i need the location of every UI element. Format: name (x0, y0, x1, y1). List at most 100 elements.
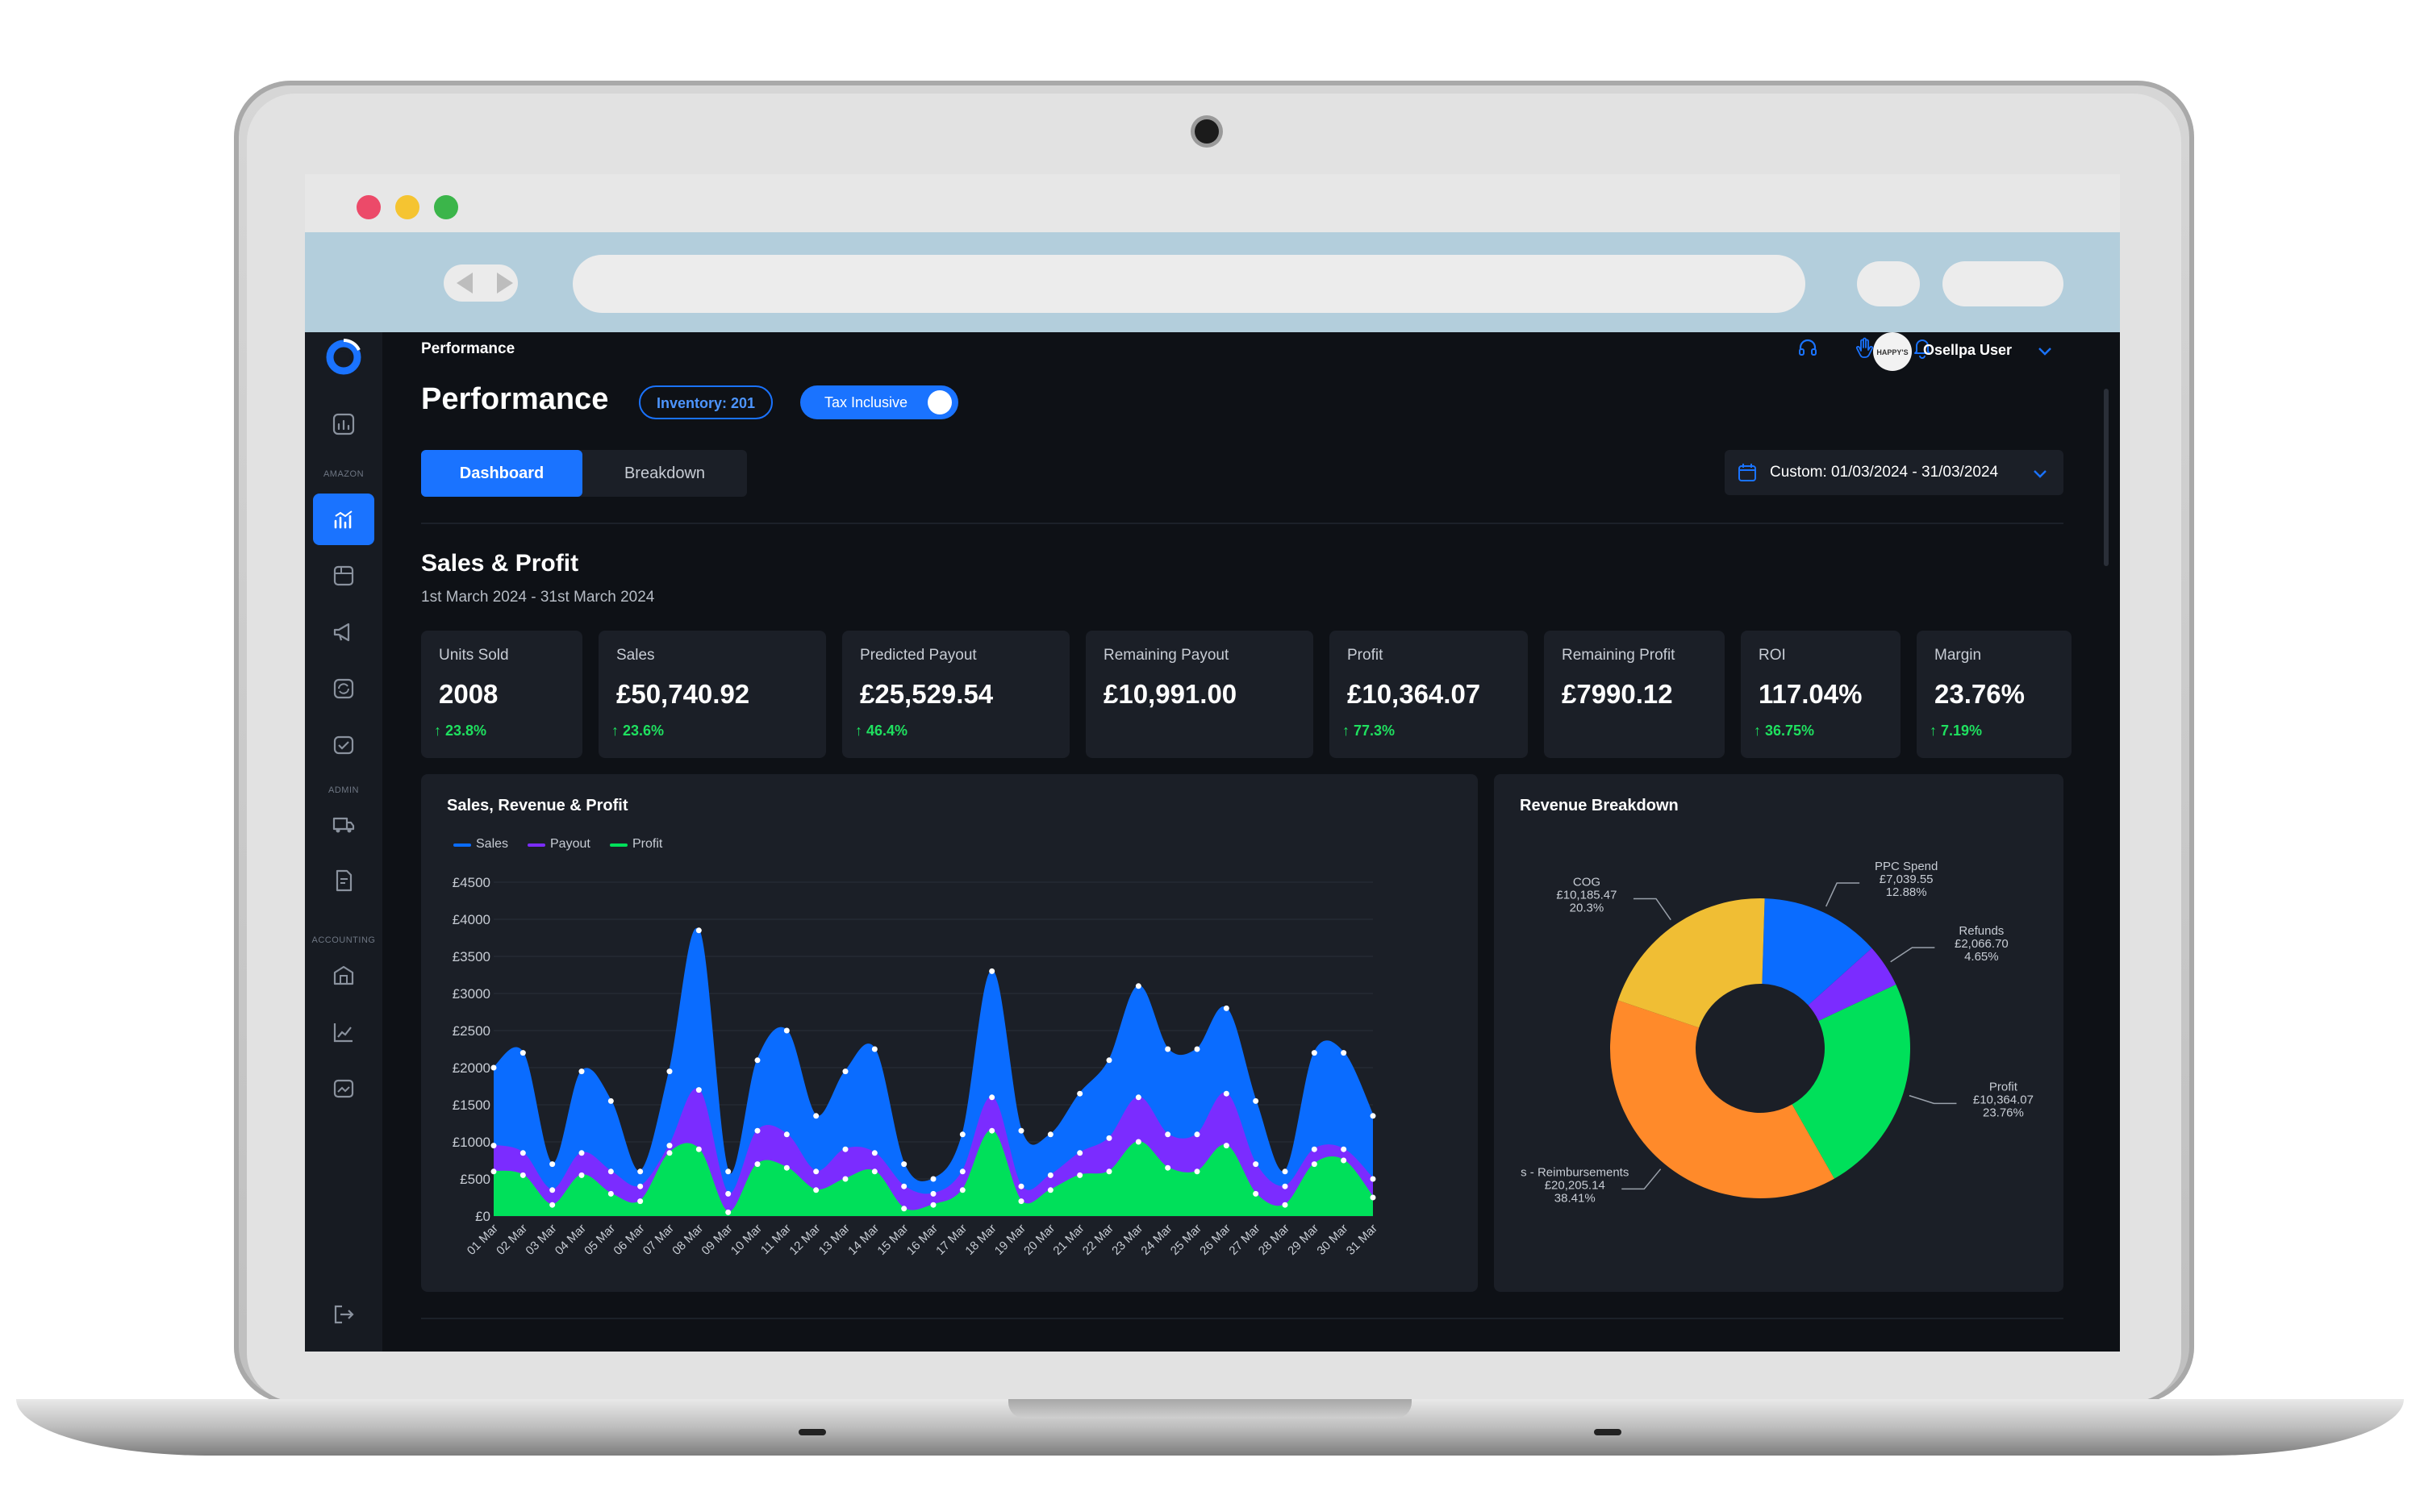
donut-slice[interactable] (1792, 984, 1910, 1179)
data-point[interactable] (842, 1176, 849, 1182)
user-name[interactable]: Osellpa User (1923, 342, 2013, 358)
data-point[interactable] (989, 968, 995, 974)
data-point[interactable] (1370, 1194, 1376, 1201)
data-point[interactable] (666, 1143, 673, 1149)
minimize-window-button[interactable] (395, 195, 419, 219)
data-point[interactable] (1311, 1050, 1317, 1056)
data-point[interactable] (695, 927, 702, 934)
data-point[interactable] (1077, 1172, 1083, 1178)
data-point[interactable] (1018, 1198, 1024, 1205)
bank-icon[interactable] (329, 961, 358, 990)
browser-action-button[interactable] (1857, 261, 1920, 306)
date-range-picker[interactable]: Custom: 01/03/2024 - 31/03/2024 (1725, 450, 2063, 495)
documents-icon[interactable] (329, 866, 358, 895)
data-point[interactable] (930, 1190, 937, 1197)
browser-action-button-wide[interactable] (1942, 261, 2063, 306)
maximize-window-button[interactable] (434, 195, 458, 219)
data-point[interactable] (1194, 1131, 1200, 1138)
avatar[interactable]: HAPPY'S (1873, 332, 1912, 371)
data-point[interactable] (607, 1190, 614, 1197)
data-point[interactable] (1223, 1090, 1229, 1097)
data-point[interactable] (783, 1131, 790, 1138)
data-point[interactable] (1253, 1161, 1259, 1168)
url-bar[interactable] (573, 255, 1805, 313)
sidebar-item-performance[interactable] (313, 494, 374, 545)
data-point[interactable] (1106, 1057, 1112, 1064)
data-point[interactable] (1311, 1161, 1317, 1168)
tab-breakdown[interactable]: Breakdown (624, 464, 706, 482)
data-point[interactable] (549, 1202, 556, 1208)
data-point[interactable] (1047, 1187, 1054, 1193)
data-point[interactable] (1135, 1139, 1141, 1145)
donut-slice[interactable] (1610, 1000, 1834, 1198)
performance-icon[interactable] (329, 505, 358, 534)
megaphone-icon[interactable] (329, 618, 358, 647)
donut-slice[interactable] (1617, 898, 1765, 1028)
data-point[interactable] (1282, 1168, 1288, 1175)
data-point[interactable] (1341, 1050, 1347, 1056)
data-point[interactable] (842, 1146, 849, 1152)
data-point[interactable] (607, 1168, 614, 1175)
data-point[interactable] (1341, 1157, 1347, 1164)
data-point[interactable] (813, 1187, 820, 1193)
data-point[interactable] (754, 1161, 761, 1168)
data-point[interactable] (695, 1146, 702, 1152)
close-window-button[interactable] (357, 195, 381, 219)
chevron-down-icon[interactable] (2036, 342, 2054, 360)
data-point[interactable] (871, 1168, 878, 1175)
data-point[interactable] (725, 1168, 732, 1175)
data-point[interactable] (549, 1161, 556, 1168)
data-point[interactable] (1194, 1046, 1200, 1052)
data-point[interactable] (930, 1202, 937, 1208)
data-point[interactable] (578, 1150, 585, 1156)
reports-icon[interactable] (329, 1018, 358, 1047)
data-point[interactable] (607, 1098, 614, 1104)
data-point[interactable] (1077, 1150, 1083, 1156)
data-point[interactable] (783, 1164, 790, 1171)
data-point[interactable] (1077, 1090, 1083, 1097)
donut-slice[interactable] (1762, 898, 1872, 1006)
scrollbar-thumb[interactable] (2104, 389, 2109, 566)
data-point[interactable] (1018, 1127, 1024, 1134)
data-point[interactable] (1135, 1094, 1141, 1101)
app-logo-icon[interactable] (325, 339, 362, 376)
data-point[interactable] (666, 1068, 673, 1075)
data-point[interactable] (813, 1113, 820, 1119)
data-point[interactable] (1311, 1146, 1317, 1152)
data-point[interactable] (959, 1131, 966, 1138)
data-point[interactable] (1282, 1183, 1288, 1189)
data-point[interactable] (549, 1187, 556, 1193)
logout-icon[interactable] (329, 1300, 358, 1329)
data-point[interactable] (1106, 1135, 1112, 1141)
shipping-icon[interactable] (329, 810, 358, 839)
data-point[interactable] (783, 1027, 790, 1034)
data-point[interactable] (1135, 983, 1141, 989)
data-point[interactable] (871, 1046, 878, 1052)
data-point[interactable] (989, 1127, 995, 1134)
data-point[interactable] (754, 1127, 761, 1134)
data-point[interactable] (578, 1172, 585, 1178)
data-point[interactable] (901, 1206, 908, 1212)
data-point[interactable] (519, 1172, 526, 1178)
data-point[interactable] (1047, 1131, 1054, 1138)
data-point[interactable] (871, 1150, 878, 1156)
toggle-knob[interactable] (928, 390, 952, 414)
data-point[interactable] (1253, 1190, 1259, 1197)
headset-icon[interactable] (1796, 335, 1820, 360)
bell-icon[interactable] (1910, 335, 1934, 360)
data-point[interactable] (519, 1050, 526, 1056)
data-point[interactable] (930, 1176, 937, 1182)
data-point[interactable] (490, 1064, 497, 1071)
data-point[interactable] (1047, 1172, 1054, 1178)
sync-icon[interactable] (329, 674, 358, 703)
data-point[interactable] (725, 1209, 732, 1215)
data-point[interactable] (725, 1190, 732, 1197)
tax-inclusive-toggle[interactable]: Tax Inclusive (800, 385, 958, 419)
data-point[interactable] (1165, 1046, 1171, 1052)
data-point[interactable] (637, 1198, 644, 1205)
dashboard-icon[interactable] (329, 410, 358, 439)
data-point[interactable] (1223, 1005, 1229, 1011)
data-point[interactable] (1370, 1113, 1376, 1119)
inventory-icon[interactable] (329, 561, 358, 590)
data-point[interactable] (1223, 1143, 1229, 1149)
